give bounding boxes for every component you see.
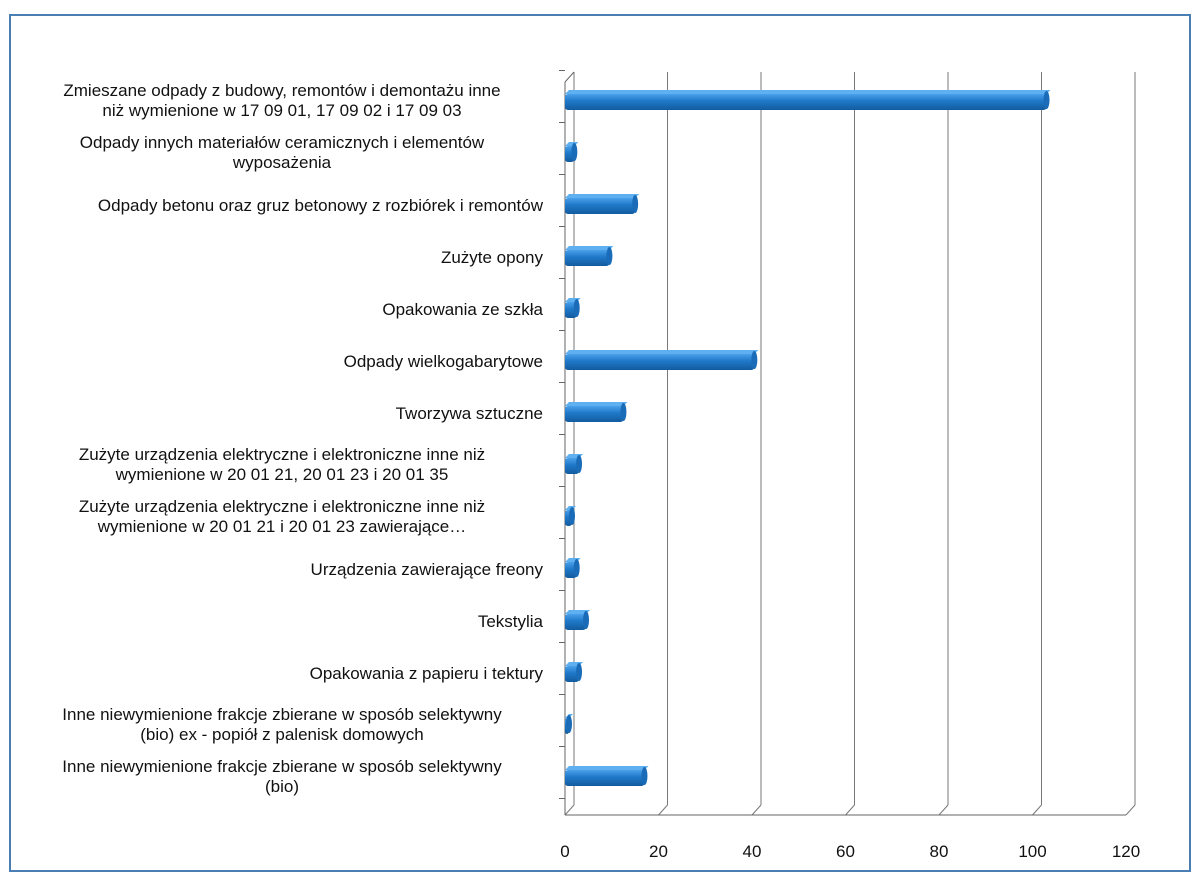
category-label: Inne niewymienione frakcje zbierane w sp… — [62, 705, 502, 744]
bar — [565, 298, 581, 318]
floor-gridline — [564, 804, 575, 816]
bar — [565, 194, 640, 214]
category-label: Zużyte urządzenia elektryczne i elektron… — [78, 497, 486, 536]
category-label: Odpady betonu oraz gruz betonowy z rozbi… — [97, 196, 543, 215]
bar — [565, 766, 649, 786]
category-label: Urządzenia zawierające freony — [310, 560, 543, 579]
floor-gridline — [1032, 804, 1042, 816]
category-label: Odpady innych materiałów ceramicznych i … — [79, 133, 485, 172]
bar — [565, 90, 1051, 110]
x-tick-label: 60 — [836, 842, 855, 861]
bar — [565, 350, 759, 370]
bar — [565, 558, 581, 578]
bar — [565, 246, 614, 266]
chart-frame — [9, 14, 1191, 872]
floor-gridline — [1125, 804, 1136, 816]
x-tick-label: 40 — [743, 842, 762, 861]
floor-gridline — [845, 804, 855, 816]
category-label: Zmieszane odpady z budowy, remontów i de… — [63, 81, 501, 120]
bar — [565, 454, 584, 474]
category-label: Opakowania ze szkła — [382, 300, 543, 319]
x-tick-label: 120 — [1112, 842, 1140, 861]
category-label: Inne niewymienione frakcje zbierane w sp… — [62, 757, 502, 796]
x-tick-label: 100 — [1018, 842, 1046, 861]
x-tick-label: 80 — [930, 842, 949, 861]
category-label: Odpady wielkogabarytowe — [343, 352, 543, 371]
y-axis-top — [564, 71, 575, 83]
floor-gridline — [658, 804, 668, 816]
bar — [565, 714, 573, 734]
floor-gridline — [751, 804, 762, 816]
category-label: Zużyte urządzenia elektryczne i elektron… — [78, 445, 486, 484]
bar — [565, 402, 628, 422]
bar — [565, 142, 579, 162]
x-tick-label: 20 — [649, 842, 668, 861]
category-label: Zużyte opony — [440, 248, 543, 267]
bar — [565, 506, 577, 526]
category-label: Tekstylia — [477, 612, 543, 631]
bar — [565, 610, 591, 630]
category-label: Opakowania z papieru i tektury — [309, 664, 543, 683]
category-label: Tworzywa sztuczne — [395, 404, 543, 423]
bar — [565, 662, 584, 682]
x-tick-label: 0 — [560, 842, 569, 861]
floor-gridline — [938, 804, 949, 816]
